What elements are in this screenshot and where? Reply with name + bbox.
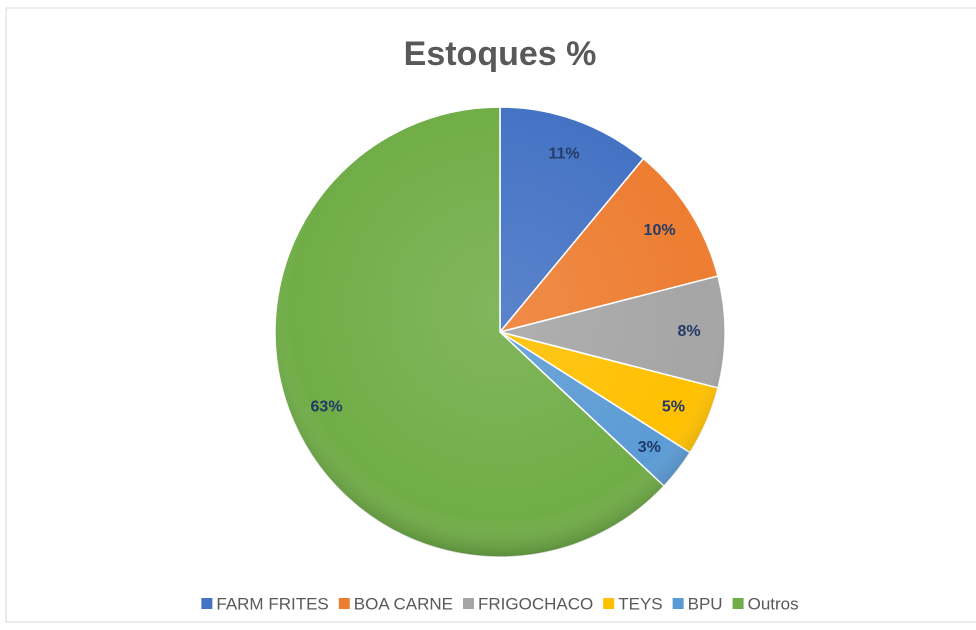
legend-swatch [732, 598, 744, 609]
legend-swatch [338, 598, 350, 609]
legend-swatch [462, 598, 474, 609]
data-label: 10% [644, 222, 676, 239]
legend-label: BOA CARNE [354, 594, 453, 613]
chart-title: Estoques % [404, 35, 597, 73]
data-label: 11% [548, 145, 579, 162]
legend-swatch [603, 598, 615, 609]
data-label: 5% [662, 398, 685, 415]
legend-swatch [201, 598, 213, 609]
legend-label: Outros [748, 594, 799, 613]
legend-swatch [672, 598, 684, 609]
data-label: 8% [677, 323, 700, 340]
legend-label: TEYS [618, 594, 662, 613]
data-label: 3% [638, 439, 661, 456]
legend-label: FARM FRITES [216, 594, 328, 613]
data-label: 63% [311, 398, 343, 415]
legend-label: FRIGOCHACO [478, 594, 593, 613]
legend-label: BPU [688, 594, 723, 613]
